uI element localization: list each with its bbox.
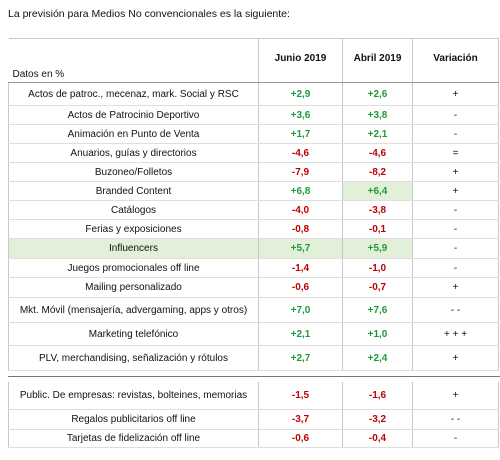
row-label: Regalos publicitarios off line: [8, 409, 259, 430]
variation-cell: - -: [412, 409, 499, 430]
table-row: Influencers +5,7 +5,9-: [8, 238, 499, 259]
value-cell: +6,4: [342, 181, 413, 201]
variation-cell: -: [412, 429, 499, 448]
variation-cell: +: [412, 82, 499, 106]
value-cell: -4,6: [258, 143, 343, 163]
value-cell: +3,6: [258, 105, 343, 125]
value-cell: +2,4: [342, 345, 413, 371]
row-label: Mkt. Móvil (mensajería, advergaming, app…: [8, 297, 259, 323]
row-label: Ferias y exposiciones: [8, 219, 259, 239]
table-row: Actos de patroc., mecenaz, mark. Social …: [8, 82, 499, 106]
row-label: Catálogos: [8, 200, 259, 220]
column-header: Abril 2019: [342, 38, 413, 83]
table-row: Mkt. Móvil (mensajería, advergaming, app…: [8, 297, 499, 323]
value-cell: -0,8: [258, 219, 343, 239]
column-header: Variación: [412, 38, 499, 83]
table-row: Juegos promocionales off line -1,4 -1,0-: [8, 258, 499, 278]
variation-cell: +: [412, 277, 499, 298]
value-cell: -8,2: [342, 162, 413, 182]
value-cell: +2,1: [342, 124, 413, 144]
value-cell: -0,6: [258, 277, 343, 298]
value-cell: +2,7: [258, 345, 343, 371]
header-row: Datos en % Junio 2019 Abril 2019 Variaci…: [8, 38, 499, 83]
intro-text: La previsión para Medios No convencional…: [8, 8, 290, 20]
value-cell: -4,6: [342, 143, 413, 163]
value-cell: +5,7: [258, 238, 343, 259]
value-cell: +6,8: [258, 181, 343, 201]
variation-cell: -: [412, 200, 499, 220]
value-cell: -0,6: [258, 429, 343, 448]
table-row: Buzoneo/Folletos -7,9 -8,2 +: [8, 162, 499, 182]
row-label: Anuarios, guías y directorios: [8, 143, 259, 163]
row-label: Juegos promocionales off line: [8, 258, 259, 278]
row-label: Marketing telefónico: [8, 322, 259, 346]
value-cell: -4,0: [258, 200, 343, 220]
value-cell: +7,6: [342, 297, 413, 323]
value-cell: -1,5: [258, 382, 343, 410]
table-row: Catálogos -4,0 -3,8-: [8, 200, 499, 220]
row-label: Tarjetas de fidelización off line: [8, 429, 259, 448]
column-header: Junio 2019: [258, 38, 343, 83]
value-cell: -0,4: [342, 429, 413, 448]
value-cell: +7,0: [258, 297, 343, 323]
row-label: Public. De empresas: revistas, bolteines…: [8, 382, 259, 410]
row-label: Animación en Punto de Venta: [8, 124, 259, 144]
variation-cell: + + +: [412, 322, 499, 346]
variation-cell: -: [412, 219, 499, 239]
value-cell: -1,6: [342, 382, 413, 410]
row-label: Buzoneo/Folletos: [8, 162, 259, 182]
value-cell: -0,1: [342, 219, 413, 239]
variation-cell: -: [412, 105, 499, 125]
separator: [8, 376, 500, 377]
variation-cell: +: [412, 181, 499, 201]
table-row: Public. De empresas: revistas, bolteines…: [8, 382, 499, 410]
value-cell: -0,7: [342, 277, 413, 298]
forecast-table: Datos en % Junio 2019 Abril 2019 Variaci…: [8, 38, 499, 371]
row-label: Influencers: [8, 238, 259, 259]
variation-cell: +: [412, 345, 499, 371]
forecast-table-extra: Public. De empresas: revistas, bolteines…: [8, 382, 499, 448]
row-label: PLV, merchandising, señalización y rótul…: [8, 345, 259, 371]
table-row: Regalos publicitarios off line -3,7 -3,2- …: [8, 409, 499, 430]
value-cell: +2,6: [342, 82, 413, 106]
variation-cell: +: [412, 382, 499, 410]
label-header: Datos en %: [8, 38, 259, 83]
value-cell: -3,7: [258, 409, 343, 430]
table-row: Branded Content +6,8 +6,4 +: [8, 181, 499, 201]
table-row: Anuarios, guías y directorios -4,6 -4,6 =: [8, 143, 499, 163]
table-row: Actos de Patrocinio Deportivo +3,6 +3,8-: [8, 105, 499, 125]
value-cell: +1,7: [258, 124, 343, 144]
value-cell: -7,9: [258, 162, 343, 182]
table-row: PLV, merchandising, señalización y rótul…: [8, 345, 499, 371]
value-cell: -1,4: [258, 258, 343, 278]
value-cell: -3,8: [342, 200, 413, 220]
variation-cell: =: [412, 143, 499, 163]
value-cell: -1,0: [342, 258, 413, 278]
variation-cell: - -: [412, 297, 499, 323]
table-row: Marketing telefónico +2,1 +1,0 + + +: [8, 322, 499, 346]
value-cell: +1,0: [342, 322, 413, 346]
value-cell: -3,2: [342, 409, 413, 430]
table-row: Mailing personalizado -0,6 -0,7 +: [8, 277, 499, 298]
table-row: Ferias y exposiciones -0,8 -0,1-: [8, 219, 499, 239]
row-label: Branded Content: [8, 181, 259, 201]
row-label: Mailing personalizado: [8, 277, 259, 298]
value-cell: +5,9: [342, 238, 413, 259]
table-row: Animación en Punto de Venta +1,7 +2,1-: [8, 124, 499, 144]
value-cell: +2,9: [258, 82, 343, 106]
variation-cell: +: [412, 162, 499, 182]
variation-cell: -: [412, 124, 499, 144]
row-label: Actos de patroc., mecenaz, mark. Social …: [8, 82, 259, 106]
value-cell: +2,1: [258, 322, 343, 346]
row-label: Actos de Patrocinio Deportivo: [8, 105, 259, 125]
variation-cell: -: [412, 258, 499, 278]
variation-cell: -: [412, 238, 499, 259]
table-row: Tarjetas de fidelización off line -0,6 -0,…: [8, 429, 499, 448]
value-cell: +3,8: [342, 105, 413, 125]
